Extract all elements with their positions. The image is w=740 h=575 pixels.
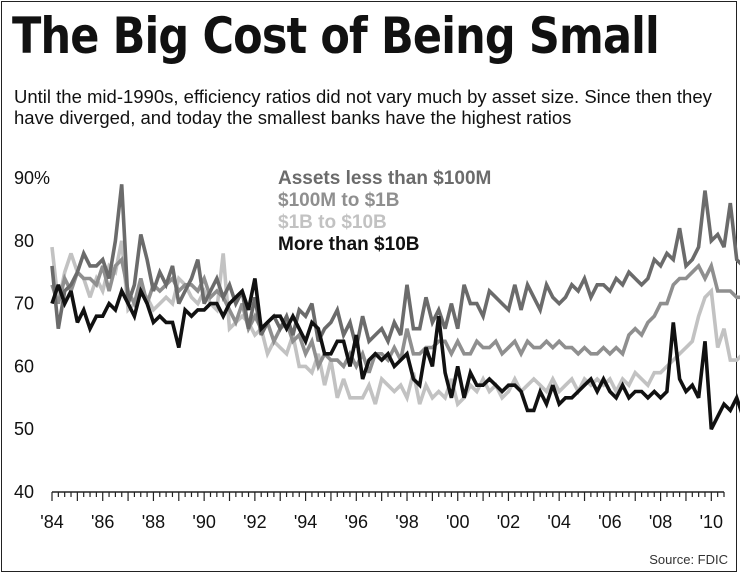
source-note: Source: FDIC (649, 552, 728, 567)
y-axis-labels: 40 50 60 70 80 90% (14, 168, 50, 502)
legend: Assets less than $100M$100M to $1B$1B to… (278, 168, 491, 255)
legend-item-m100to1b: $100M to $1B (278, 190, 399, 211)
x-tick-label: '90 (192, 512, 215, 532)
x-tick-label: '86 (91, 512, 114, 532)
series-line-lt100m (50, 184, 740, 349)
y-tick-label: 50 (14, 419, 34, 439)
x-tick-label: '10 (700, 512, 723, 532)
x-tick-label: '00 (446, 512, 469, 532)
x-tick-label: '98 (395, 512, 418, 532)
series-line-gt10b (50, 278, 740, 431)
x-tick-label: '84 (40, 512, 63, 532)
x-tick-label: '04 (547, 512, 570, 532)
y-tick-label: 80 (14, 231, 34, 251)
x-tick-label: '92 (243, 512, 266, 532)
x-tick-label: '02 (497, 512, 520, 532)
legend-item-lt100m: Assets less than $100M (278, 168, 491, 189)
y-tick-label: 40 (14, 482, 34, 502)
legend-item-gt10b: More than $10B (278, 234, 419, 255)
chart-title: The Big Cost of Being Small (12, 7, 660, 65)
x-axis: '84 '86 '88 '90 '92 '94 '96 '98 '00 '02 '04 '06 '08 '… (40, 491, 725, 532)
series-line-b1to10b (50, 240, 740, 408)
x-tick-label: '06 (598, 512, 621, 532)
legend-item-b1to10b: $1B to $10B (278, 212, 387, 233)
chart-subtitle: Until the mid-1990s, efficiency ratios d… (14, 86, 712, 128)
y-tick-label: 70 (14, 294, 34, 314)
x-tick-label: '94 (294, 512, 317, 532)
series-lines (50, 184, 740, 431)
y-tick-label: 90% (14, 168, 50, 188)
x-tick-label: '88 (142, 512, 165, 532)
y-tick-label: 60 (14, 356, 34, 376)
x-tick-label: '96 (345, 512, 368, 532)
series-line-m100to1b (50, 255, 740, 374)
x-tick-label: '08 (649, 512, 672, 532)
